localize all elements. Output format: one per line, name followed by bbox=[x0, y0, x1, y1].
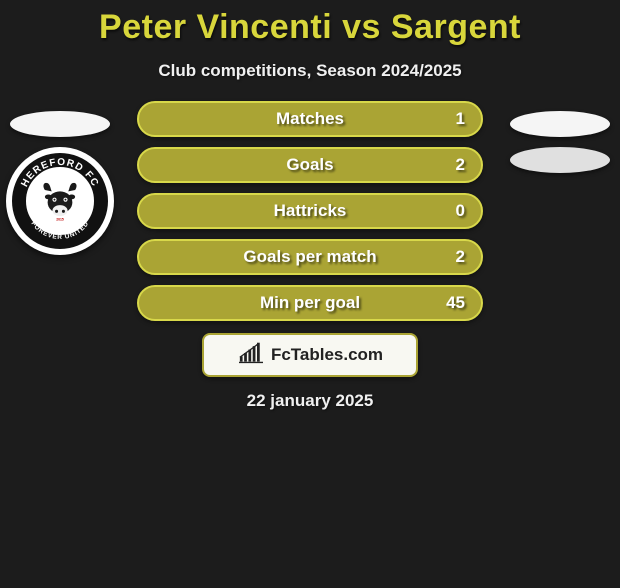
stat-value: 1 bbox=[456, 109, 465, 129]
stat-row-hattricks: Hattricks 0 bbox=[137, 193, 483, 229]
player-photo-placeholder bbox=[510, 111, 610, 137]
stat-label: Matches bbox=[276, 109, 344, 129]
club-crest-hereford: HEREFORD FC FOREVER UNITED bbox=[6, 147, 114, 255]
club-crest-placeholder bbox=[510, 147, 610, 173]
right-player-column bbox=[505, 101, 615, 183]
stat-value: 45 bbox=[446, 293, 465, 313]
page-title: Peter Vincenti vs Sargent bbox=[0, 8, 620, 47]
stat-label: Goals bbox=[286, 155, 333, 175]
bull-icon: 2015 bbox=[32, 173, 88, 229]
attribution-badge: FcTables.com bbox=[202, 333, 418, 377]
stat-row-min-per-goal: Min per goal 45 bbox=[137, 285, 483, 321]
stat-label: Goals per match bbox=[243, 247, 376, 267]
stat-value: 2 bbox=[456, 247, 465, 267]
page-subtitle: Club competitions, Season 2024/2025 bbox=[0, 61, 620, 81]
player-photo-placeholder bbox=[10, 111, 110, 137]
comparison-container: HEREFORD FC FOREVER UNITED bbox=[0, 101, 620, 321]
stat-label: Hattricks bbox=[274, 201, 347, 221]
bar-chart-icon bbox=[237, 341, 265, 370]
stat-row-goals: Goals 2 bbox=[137, 147, 483, 183]
attribution-text: FcTables.com bbox=[271, 345, 383, 365]
left-player-column: HEREFORD FC FOREVER UNITED bbox=[5, 101, 115, 263]
footer-date: 22 january 2025 bbox=[0, 391, 620, 411]
crest-year: 2015 bbox=[56, 217, 64, 221]
stat-row-goals-per-match: Goals per match 2 bbox=[137, 239, 483, 275]
stat-label: Min per goal bbox=[260, 293, 360, 313]
stat-row-matches: Matches 1 bbox=[137, 101, 483, 137]
stats-rows: Matches 1 Goals 2 Hattricks 0 Goals per … bbox=[137, 101, 483, 321]
stat-value: 0 bbox=[456, 201, 465, 221]
stat-value: 2 bbox=[456, 155, 465, 175]
